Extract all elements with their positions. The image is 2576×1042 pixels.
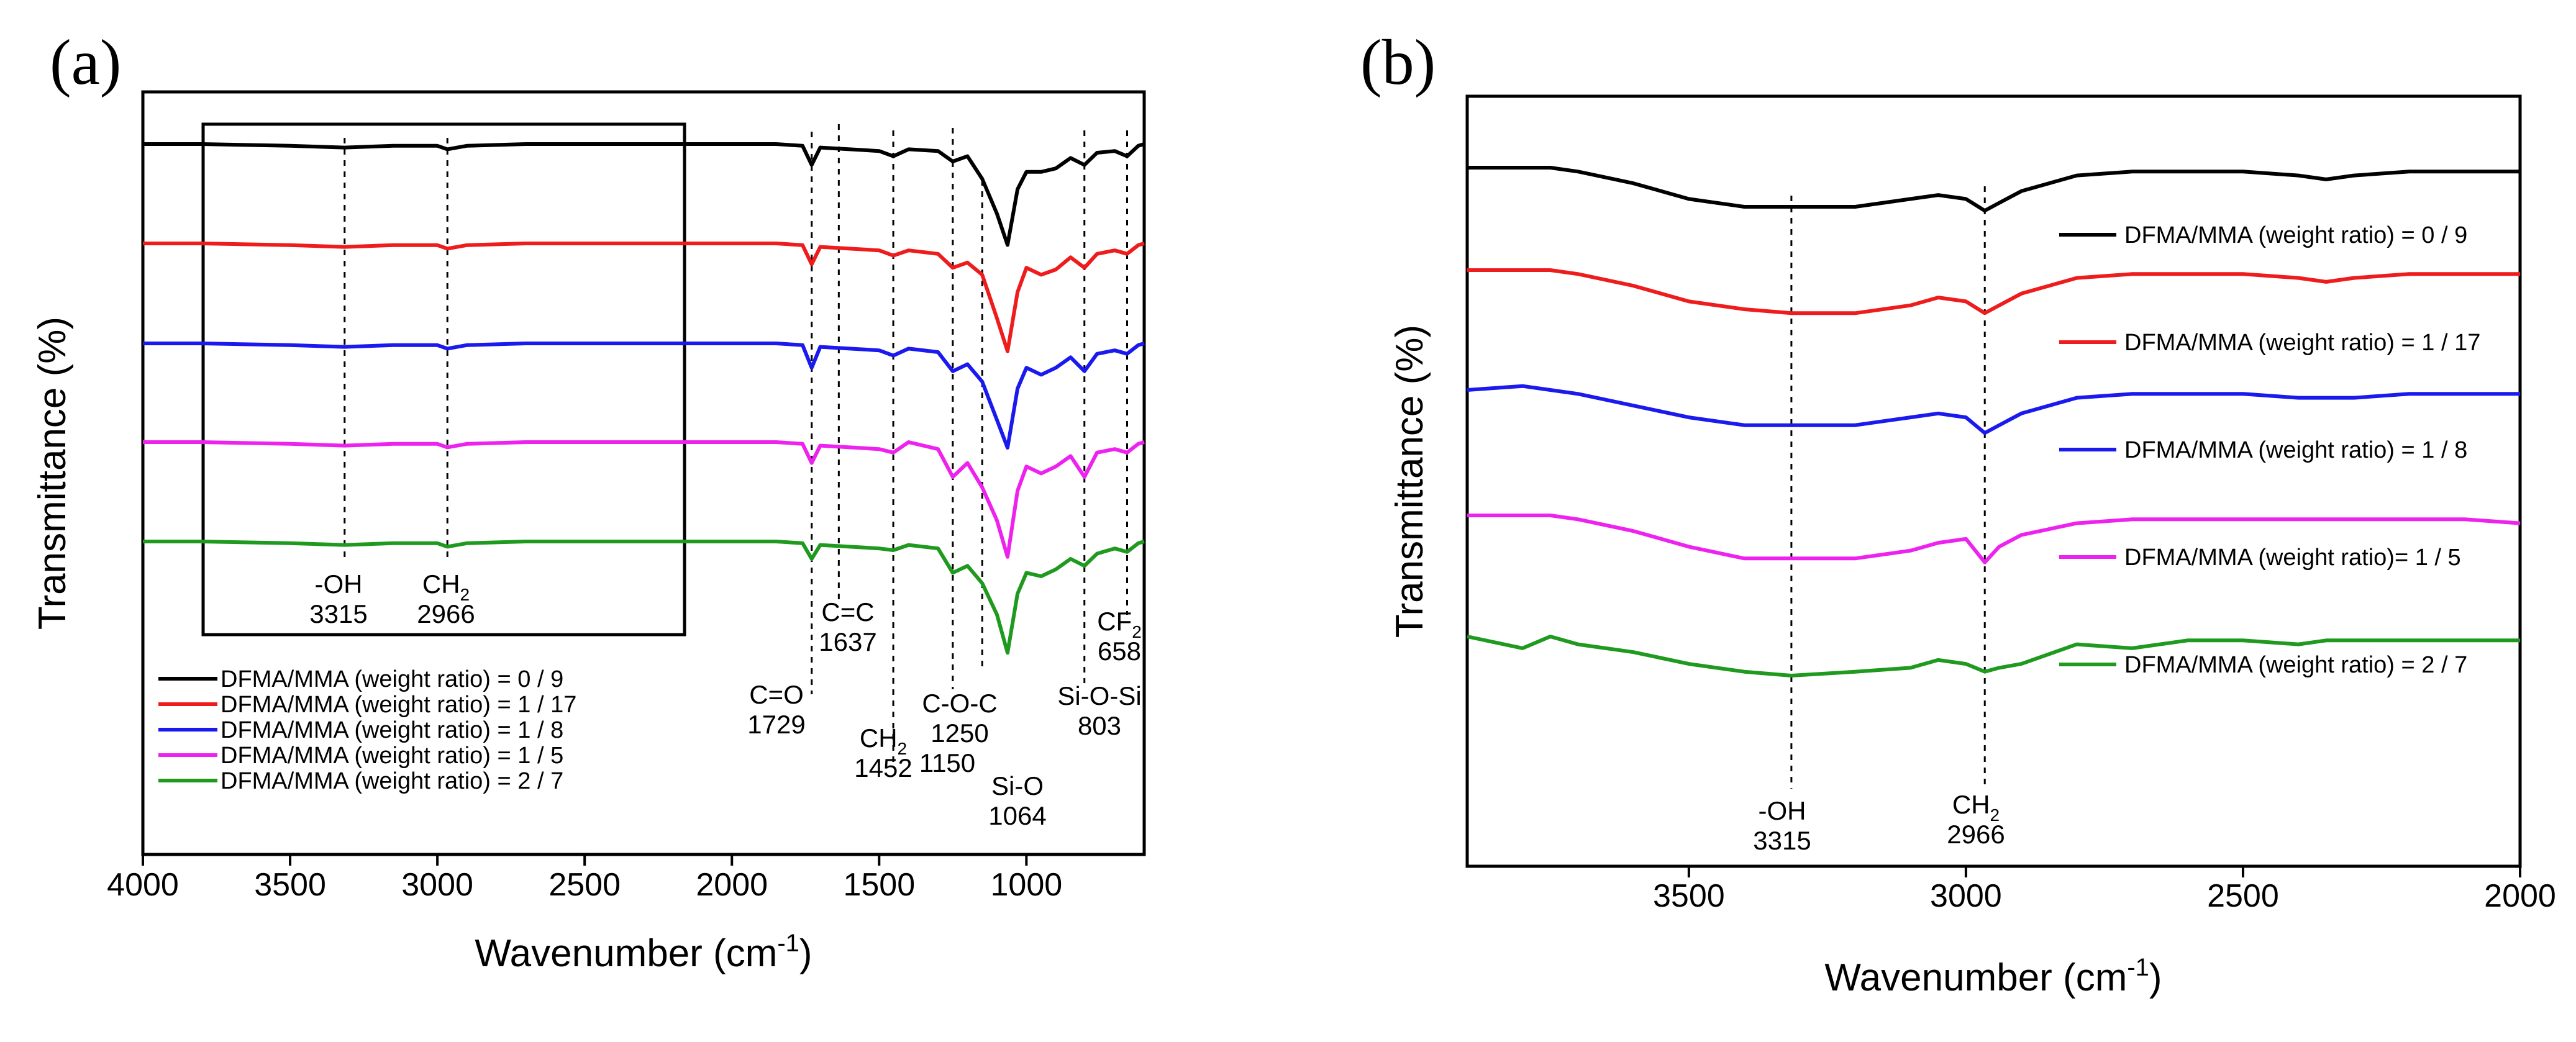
panel-b-x-ticks: 3500 3000 2500 2000 [1653,866,2556,914]
series-line-2 [1467,268,2520,315]
panel-a-zoom-box [201,122,686,637]
series-line-4 [143,440,1145,559]
panel-a-label: (a) [50,27,121,98]
series-line-3 [1467,384,2520,435]
x-tick-label: 3500 [254,867,326,903]
legend-label-4: DFMA/MMA (weight ratio) = 1 / 5 [221,743,563,769]
annotation-value: 1729 [747,710,805,739]
annotation-value: 658 [1098,637,1141,666]
series-line-4 [1467,514,2521,564]
annotation-name: C=C [821,597,874,627]
panel-b-peak-markers [1790,186,1986,789]
panel-b-x-axis-title: Wavenumber (cm-1) [1824,954,2162,999]
annotation-name: C=O [749,680,804,709]
x-tick-label: 2000 [2484,878,2556,914]
annotation-value: 1452 [854,753,912,782]
series-line-2 [143,242,1145,353]
series-line-5 [143,540,1145,655]
panel-a-x-axis-title: Wavenumber (cm-1) [475,930,812,975]
series-line-1 [143,142,1145,247]
legend-label-4: DFMA/MMA (weight ratio)= 1 / 5 [2124,545,2461,571]
panel-a-legend: DFMA/MMA (weight ratio) = 0 / 9DFMA/MMA … [158,666,576,794]
legend-label-3: DFMA/MMA (weight ratio) = 1 / 8 [2124,437,2467,463]
legend-label-1: DFMA/MMA (weight ratio) = 0 / 9 [2124,222,2467,248]
annotation-value: 1150 [919,748,975,777]
annotation-name: CH2 [1952,790,2000,825]
x-tick-label: 1000 [991,867,1063,903]
panel-a: (a) 4000 3500 3000 2500 2000 1500 1000 -OH3315… [31,27,1146,975]
annotation-name: CH2 [422,569,470,604]
annotation-name: C-O-C [922,689,997,718]
x-tick-label: 3000 [401,867,473,903]
x-tick-label: 3500 [1653,878,1725,914]
annotation-value: 3315 [1753,826,1811,855]
annotation-value: 1250 [931,718,988,748]
panel-b-plot-frame [1465,94,2522,868]
annotation-name: -OH [315,569,363,599]
x-tick-label: 2500 [548,867,621,903]
series-line-3 [143,342,1145,450]
panel-b-y-axis-title: Transmittance (%) [1388,325,1431,638]
annotation-value: 1064 [988,801,1046,830]
annotation-name: CF2 [1097,607,1142,641]
panel-a-y-axis-title: Transmittance (%) [31,317,74,630]
x-tick-label: 4000 [107,867,179,903]
legend-label-1: DFMA/MMA (weight ratio) = 0 / 9 [221,666,563,692]
annotation-value: 2966 [1947,820,2005,849]
annotation-value: 1637 [819,627,876,656]
panel-b-legend: DFMA/MMA (weight ratio) = 0 / 9 DFMA/MMA … [2059,222,2480,678]
legend-label-2: DFMA/MMA (weight ratio) = 1 / 17 [2124,330,2480,356]
series-line-1 [1467,166,2520,213]
series-line-5 [1467,635,2520,677]
x-tick-label: 2000 [696,867,768,903]
annotation-name: CH2 [860,723,907,758]
annotation-value: 2966 [417,599,475,628]
annotation-name: Si-O-Si [1057,681,1141,710]
annotation-value: 3315 [309,599,367,628]
panel-a-x-ticks: 4000 3500 3000 2500 2000 1500 1000 [107,854,1062,903]
x-tick-label: 1500 [843,867,915,903]
legend-label-2: DFMA/MMA (weight ratio) = 1 / 17 [221,692,576,718]
legend-label-5: DFMA/MMA (weight ratio) = 2 / 7 [221,768,563,794]
annotation-value: 803 [1078,711,1121,740]
annotation-name: Si-O [991,771,1044,800]
panel-a-plot-frame [141,90,1146,856]
x-tick-label: 2500 [2207,878,2279,914]
legend-label-5: DFMA/MMA (weight ratio) = 2 / 7 [2124,652,2467,678]
panel-b-series [1467,166,2521,677]
annotation-name: -OH [1759,796,1806,825]
panel-b-label: (b) [1360,27,1436,98]
legend-label-3: DFMA/MMA (weight ratio) = 1 / 8 [221,717,563,743]
x-tick-label: 3000 [1930,878,2002,914]
panel-a-series [143,142,1145,655]
